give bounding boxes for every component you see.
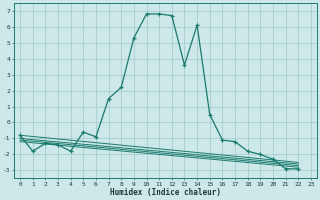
X-axis label: Humidex (Indice chaleur): Humidex (Indice chaleur) [110, 188, 221, 197]
